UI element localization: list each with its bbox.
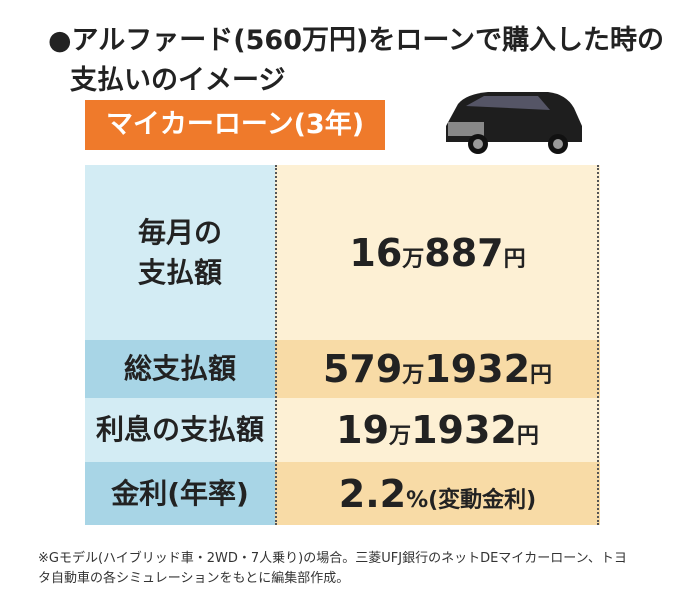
row-value: 16万887円 bbox=[275, 165, 600, 341]
label-text: 支払額 bbox=[137, 255, 222, 289]
title: 支払いのイメージ bbox=[70, 65, 286, 96]
divider bbox=[275, 165, 277, 525]
row-label: 総支払額 bbox=[85, 340, 275, 399]
label-text: 金利(年率) bbox=[111, 476, 249, 510]
row-value: 2.2%(変動金利) bbox=[275, 462, 600, 526]
value-text: 2.2%(変動金利) bbox=[338, 471, 537, 516]
label-text: 毎月の bbox=[137, 215, 222, 249]
car-illustration bbox=[446, 92, 582, 154]
row-label: 毎月の 支払額 bbox=[85, 165, 275, 341]
loan-table: 毎月の支払額 16万887円総支払額 579万1932円利息の支払額 19万1932円… bbox=[85, 165, 600, 526]
footnote: タ自動車の各シミュレーションをもとに編集部作成。 bbox=[38, 571, 350, 586]
badge: マイカーローン(3年) bbox=[85, 100, 385, 150]
row-value: 19万1932円 bbox=[275, 398, 600, 463]
label-text: 総支払額 bbox=[123, 352, 236, 385]
divider bbox=[597, 165, 599, 525]
row-label: 利息の支払額 bbox=[85, 398, 275, 463]
value-text: 19万1932円 bbox=[336, 408, 539, 452]
label-text: 利息の支払額 bbox=[95, 413, 264, 446]
footnote: ※Gモデル(ハイブリッド車・2WD・7人乗り)の場合。三菱UFJ銀行のネットDE… bbox=[38, 551, 627, 566]
row-value: 579万1932円 bbox=[275, 340, 600, 399]
title: ●アルファード(560万円)をローンで購入した時の bbox=[48, 25, 664, 56]
value-text: 579万1932円 bbox=[322, 347, 553, 391]
value-text: 16万887円 bbox=[349, 230, 526, 275]
row-label: 金利(年率) bbox=[85, 462, 275, 526]
